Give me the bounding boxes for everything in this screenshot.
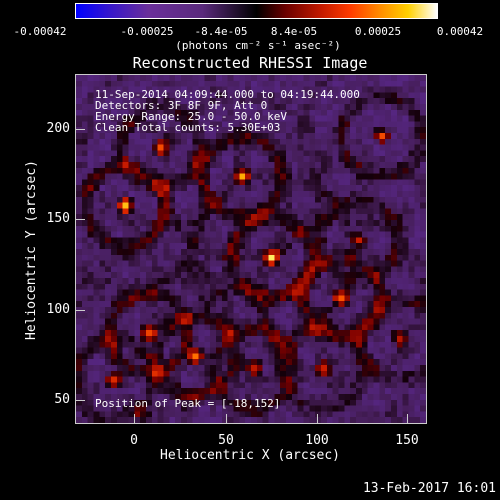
x-tick: 100: [305, 433, 329, 448]
energy-range: Energy Range: 25.0 - 50.0 keV: [95, 110, 288, 123]
colorbar-units: (photons cm⁻² s⁻¹ asec⁻²): [175, 39, 341, 52]
y-tick-mark: [76, 310, 85, 311]
x-tick-mark: [134, 414, 135, 423]
detectors-text: Detectors: 3F 8F 9F, Att 0: [95, 99, 268, 112]
x-axis-label: Heliocentric X (arcsec): [159, 448, 341, 463]
colorbar-tick: -8.4e-05: [194, 25, 248, 38]
peak-position: Position of Peak = [-18,152]: [95, 397, 281, 410]
colorbar: [75, 3, 438, 19]
timestamp-footer: 13-Feb-2017 16:01: [362, 481, 496, 496]
y-tick: 100: [46, 302, 70, 317]
colorbar-tick: -0.00042: [13, 25, 67, 38]
y-tick: 150: [46, 211, 70, 226]
colorbar-tick: -0.00025: [120, 25, 174, 38]
y-tick-mark: [76, 219, 85, 220]
y-tick-mark: [76, 129, 85, 130]
y-axis-label: Heliocentric Y (arcsec): [24, 159, 40, 341]
y-tick: 200: [46, 121, 70, 136]
solar-image: [75, 74, 427, 424]
time-range: 11-Sep-2014 04:09:44.000 to 04:19:44.000: [95, 88, 360, 101]
x-tick: 150: [395, 433, 419, 448]
colorbar-tick: 0.00025: [354, 25, 402, 38]
x-tick-mark: [317, 414, 318, 423]
y-tick-mark: [76, 400, 85, 401]
image-canvas: [76, 75, 426, 423]
y-tick: 50: [54, 392, 70, 407]
x-tick-mark: [407, 414, 408, 423]
x-tick-mark: [226, 414, 227, 423]
colorbar-tick: 0.00042: [436, 25, 484, 38]
colorbar-tick: 8.4e-05: [270, 25, 318, 38]
x-tick: 50: [218, 433, 234, 448]
method-counts: Clean Total counts: 5.30E+03: [95, 121, 281, 134]
x-tick: 0: [130, 433, 138, 448]
image-title: Reconstructed RHESSI Image: [132, 54, 368, 72]
